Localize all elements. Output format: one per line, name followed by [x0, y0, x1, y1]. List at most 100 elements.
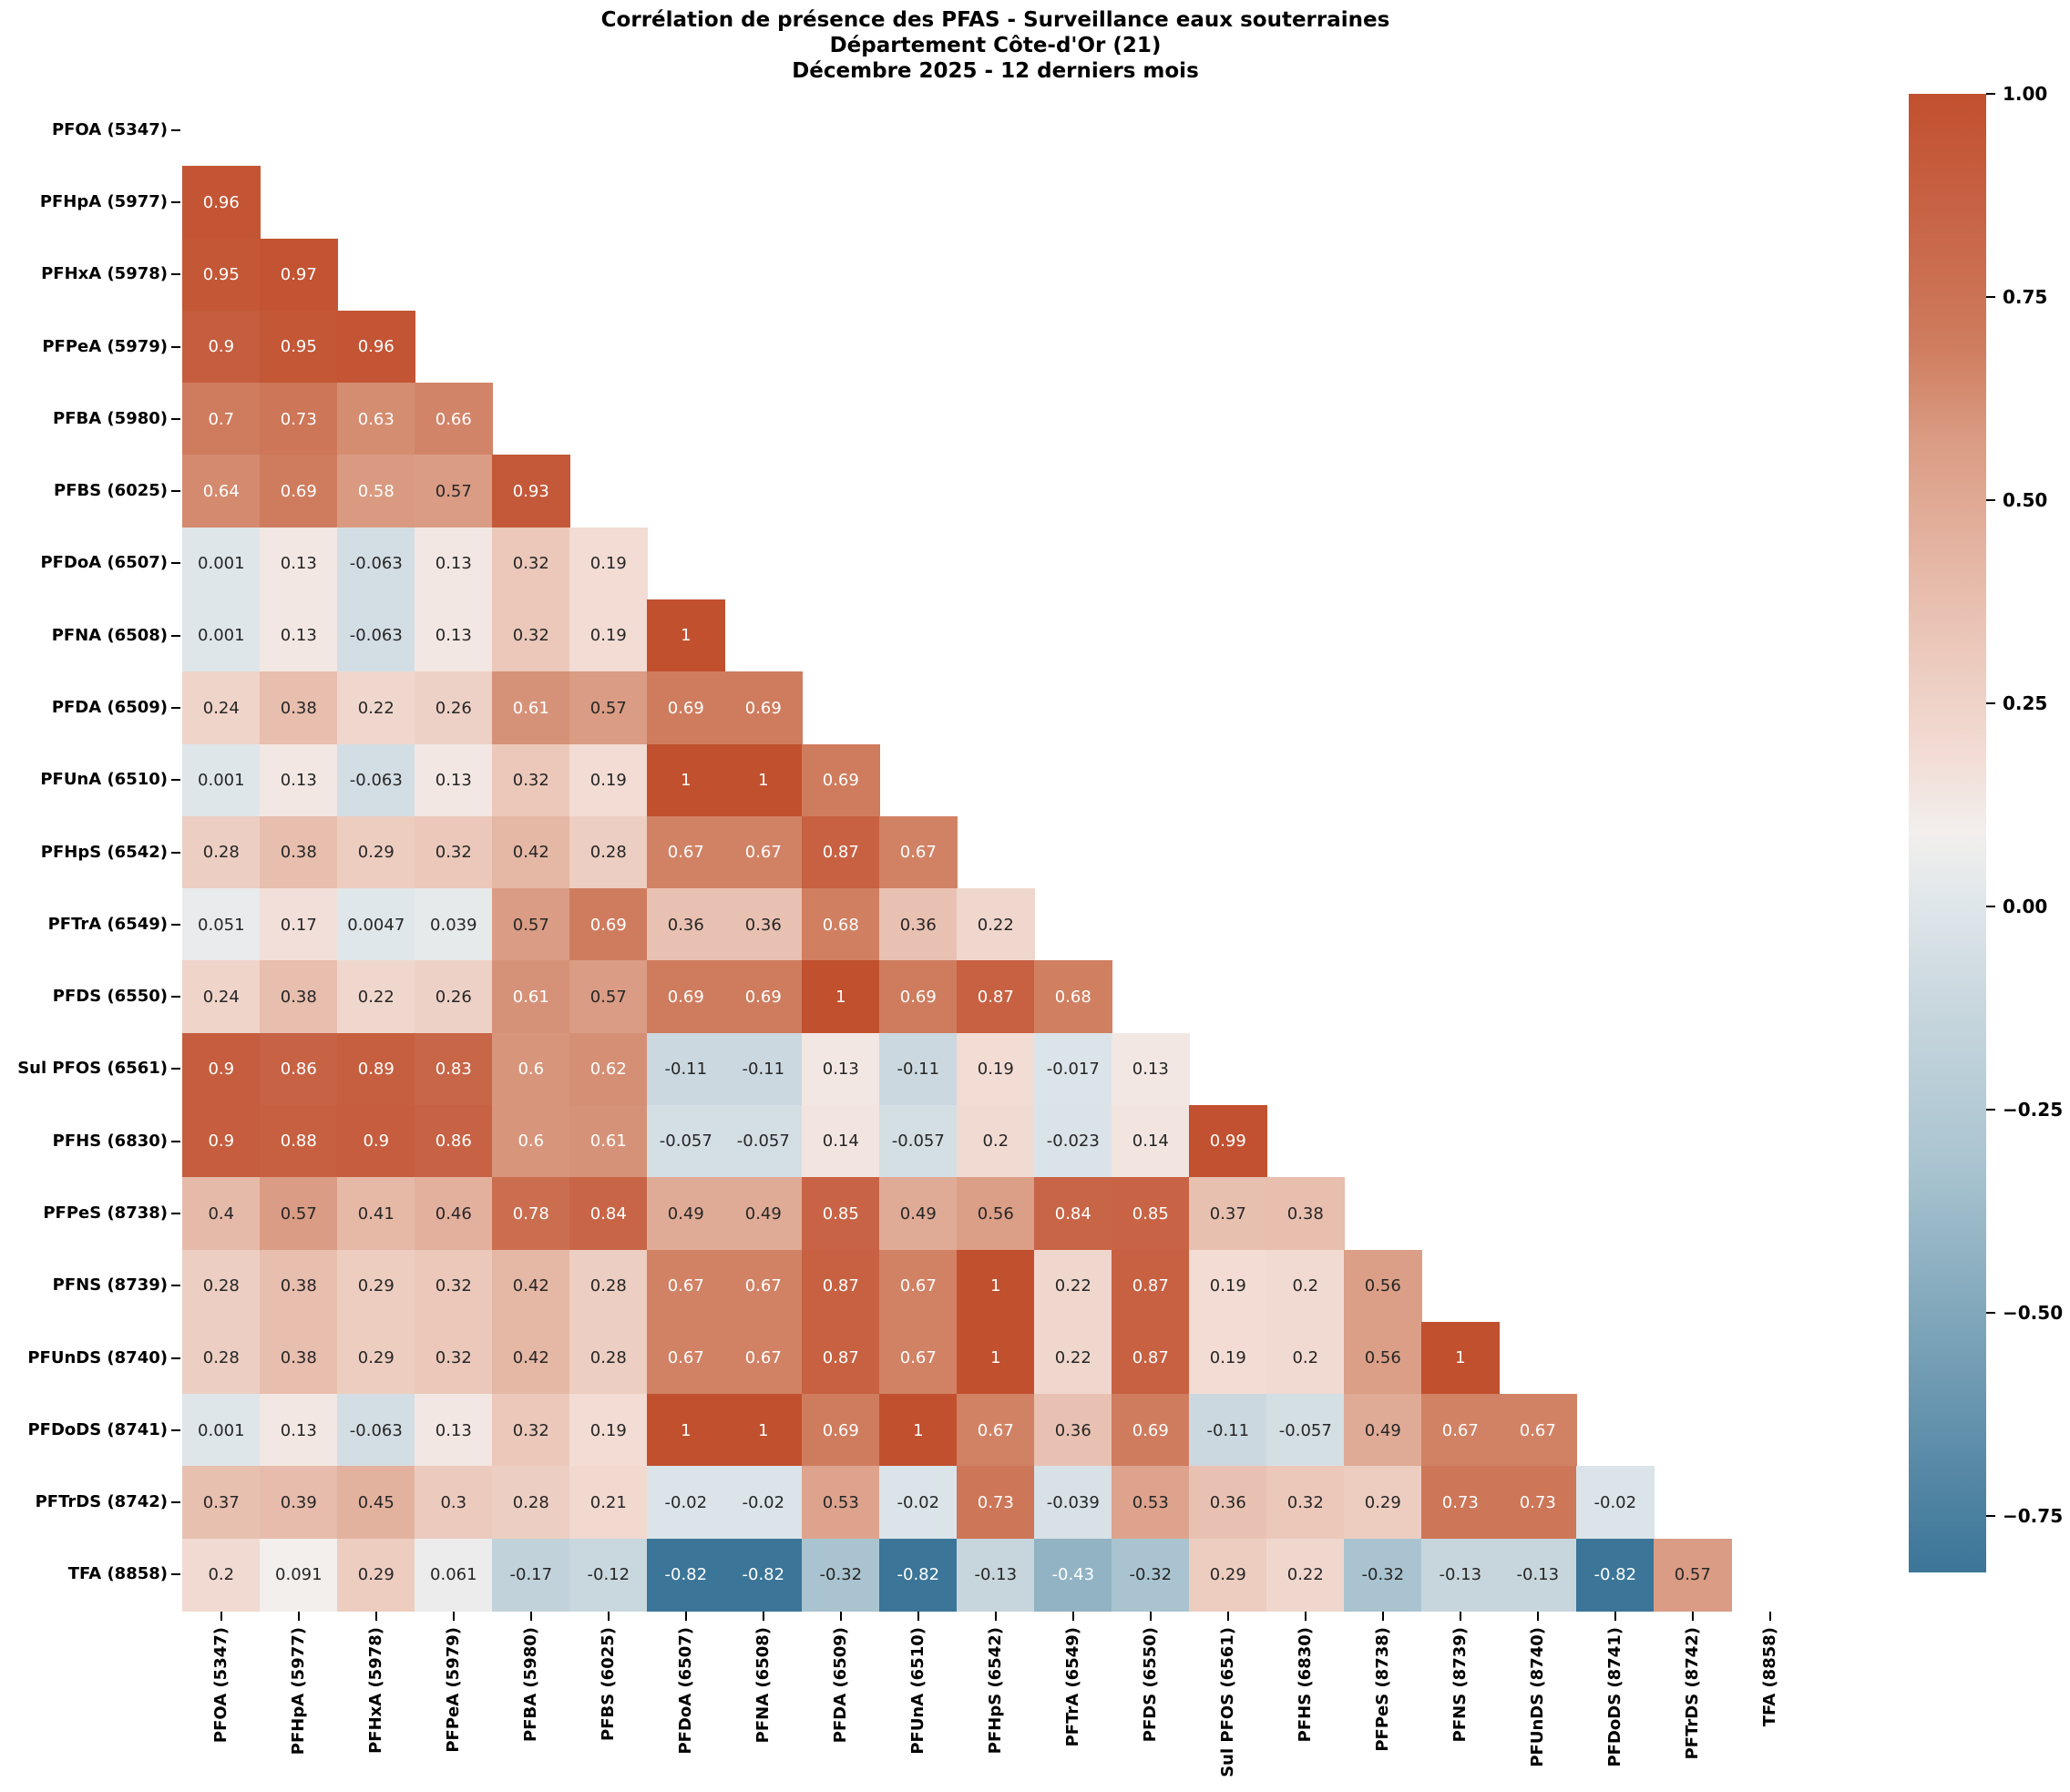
heatmap-cell-PFTrDS-PFPeS: 0.29 — [1344, 1466, 1422, 1540]
heatmap-cell-PFDoDS-PFHpA: 0.13 — [260, 1394, 338, 1468]
heatmap-cell-PFNA-PFPeA: 0.13 — [415, 599, 493, 672]
heatmap-cell-PFDoA-PFPeA: 0.13 — [415, 527, 493, 600]
x-tick-mark — [529, 1612, 532, 1621]
x-tick-mark — [1536, 1612, 1539, 1621]
y-tick-label-PFHxA: PFHxA (5978) — [41, 264, 168, 284]
colorbar-tick-label: 0.25 — [2003, 691, 2048, 714]
heatmap-cell-Sul-PFDoA: -0.11 — [647, 1032, 725, 1106]
heatmap-cell-PFPeA-PFOA: 0.9 — [182, 310, 261, 384]
y-tick-mark — [171, 273, 180, 276]
heatmap-cell-PFPeS-PFHpA: 0.57 — [260, 1177, 338, 1251]
x-tick-mark — [1691, 1612, 1694, 1621]
heatmap-cell-PFTrDS-PFHpA: 0.39 — [260, 1466, 338, 1540]
heatmap-cell-TFA-PFBA: -0.17 — [492, 1538, 570, 1612]
heatmap-cell-PFDoDS-PFUnA: 1 — [879, 1394, 958, 1468]
heatmap-cell-PFTrA-PFHpS: 0.22 — [957, 888, 1035, 962]
x-tick-label-PFTrDS: PFTrDS (8742) — [1682, 1627, 1702, 1760]
heatmap-cell-PFDoDS-PFHpS: 0.67 — [957, 1394, 1035, 1468]
heatmap-cell-PFNS-PFUnA: 0.67 — [879, 1249, 958, 1323]
heatmap-cell-PFHpS-PFHpA: 0.38 — [260, 815, 338, 889]
heatmap-cell-PFTrA-PFHxA: 0.0047 — [337, 888, 415, 962]
heatmap-cell-PFHpA-PFOA: 0.96 — [182, 166, 261, 240]
heatmap-cell-PFPeS-PFDA: 0.85 — [802, 1177, 880, 1251]
heatmap-cell-PFHS-PFNA: -0.057 — [724, 1105, 803, 1178]
x-tick-mark — [684, 1612, 687, 1621]
heatmap-cell-PFHpS-PFBA: 0.42 — [492, 815, 570, 889]
heatmap-cell-PFTrA-PFDA: 0.68 — [802, 888, 880, 962]
heatmap-cell-PFTrDS-PFPeA: 0.3 — [415, 1466, 493, 1540]
heatmap-cell-PFBA-PFHxA: 0.63 — [337, 383, 415, 456]
x-tick-label-PFHpA: PFHpA (5977) — [288, 1627, 308, 1756]
x-tick-label-TFA: TFA (8858) — [1759, 1627, 1779, 1727]
heatmap-cell-PFPeS-PFHS: 0.38 — [1266, 1177, 1345, 1251]
colorbar-tick-label: 1.00 — [2003, 83, 2048, 105]
y-tick-mark — [171, 1357, 180, 1359]
x-tick-mark — [220, 1612, 222, 1621]
heatmap-cell-PFDS-PFDA: 1 — [802, 960, 880, 1034]
heatmap-cell-PFNS-PFBA: 0.42 — [492, 1249, 570, 1323]
y-tick-label-PFNS: PFNS (8739) — [52, 1275, 168, 1295]
x-tick-mark — [1226, 1612, 1229, 1621]
colorbar-tick-mark — [1986, 1108, 1995, 1111]
heatmap-cell-PFNS-PFNA: 0.67 — [724, 1249, 803, 1323]
heatmap-cell-PFTrA-PFBS: 0.69 — [569, 888, 648, 962]
x-tick-label-PFDoA: PFDoA (6507) — [675, 1627, 695, 1755]
heatmap-cell-TFA-PFHpA: 0.091 — [260, 1538, 338, 1612]
heatmap-cell-PFHxA-PFOA: 0.95 — [182, 238, 261, 312]
title-line-2: Département Côte-d'Or (21) — [829, 34, 1162, 57]
y-tick-mark — [171, 779, 180, 782]
heatmap-cell-PFDoDS-PFDA: 0.69 — [802, 1394, 880, 1468]
heatmap-cell-PFNS-PFPeS: 0.56 — [1344, 1249, 1422, 1323]
heatmap-cell-PFTrA-PFPeA: 0.039 — [415, 888, 493, 962]
heatmap-cell-TFA-PFUnDS: -0.13 — [1499, 1538, 1577, 1612]
x-tick-mark — [762, 1612, 764, 1621]
heatmap-cell-PFTrA-PFDoA: 0.36 — [647, 888, 725, 962]
heatmap-cell-PFUnDS-PFDoA: 0.67 — [647, 1321, 725, 1395]
heatmap-cell-PFDoA-PFBS: 0.19 — [569, 527, 648, 600]
heatmap-cell-PFNA-PFOA: 0.001 — [182, 599, 261, 672]
heatmap-cell-PFHpS-PFHxA: 0.29 — [337, 815, 415, 889]
y-tick-label-PFHpS: PFHpS (6542) — [40, 842, 168, 862]
heatmap-cell-PFBS-PFOA: 0.64 — [182, 455, 261, 528]
x-tick-label-PFPeA: PFPeA (5979) — [443, 1627, 463, 1753]
heatmap-cell-PFHS-PFHxA: 0.9 — [337, 1105, 415, 1178]
heatmap-cell-PFNS-PFDoA: 0.67 — [647, 1249, 725, 1323]
x-tick-mark — [1149, 1612, 1152, 1621]
heatmap-cell-PFPeS-PFUnA: 0.49 — [879, 1177, 958, 1251]
x-tick-mark — [1768, 1612, 1771, 1621]
heatmap-cell-Sul-PFBA: 0.6 — [492, 1032, 570, 1106]
y-tick-label-PFNA: PFNA (6508) — [51, 625, 168, 645]
heatmap-cell-PFTrDS-PFTrA: -0.039 — [1034, 1466, 1112, 1540]
heatmap-cell-PFNS-PFTrA: 0.22 — [1034, 1249, 1112, 1323]
y-tick-mark — [171, 128, 180, 131]
heatmap-cell-PFNS-PFHpA: 0.38 — [260, 1249, 338, 1323]
colorbar-tick-label: 0.50 — [2003, 488, 2048, 511]
heatmap-cell-PFTrA-PFUnA: 0.36 — [879, 888, 958, 962]
heatmap-cell-PFDoDS-Sul: -0.11 — [1189, 1394, 1267, 1468]
heatmap-cell-PFUnDS-PFNS: 1 — [1421, 1321, 1500, 1395]
heatmap-cell-PFPeS-PFOA: 0.4 — [182, 1177, 261, 1251]
heatmap-cell-PFDS-PFPeA: 0.26 — [415, 960, 493, 1034]
heatmap-cell-PFHpS-PFOA: 0.28 — [182, 815, 261, 889]
heatmap-cell-PFDoA-PFBA: 0.32 — [492, 527, 570, 600]
heatmap-cell-PFUnDS-PFDA: 0.87 — [802, 1321, 880, 1395]
x-tick-mark — [374, 1612, 377, 1621]
x-tick-label-Sul: Sul PFOS (6561) — [1217, 1627, 1237, 1777]
heatmap-cell-PFHpS-PFPeA: 0.32 — [415, 815, 493, 889]
colorbar-tick-mark — [1986, 1311, 1995, 1314]
heatmap-cell-Sul-PFHxA: 0.89 — [337, 1032, 415, 1106]
heatmap-cell-PFDS-PFDoA: 0.69 — [647, 960, 725, 1034]
heatmap-cell-PFHS-PFDoA: -0.057 — [647, 1105, 725, 1178]
heatmap-cell-TFA-PFTrA: -0.43 — [1034, 1538, 1112, 1612]
heatmap-cell-PFPeS-PFBS: 0.84 — [569, 1177, 648, 1251]
heatmap-cell-PFDoDS-PFNA: 1 — [724, 1394, 803, 1468]
colorbar-tick-mark — [1986, 93, 1995, 95]
heatmap-cell-PFDS-PFNA: 0.69 — [724, 960, 803, 1034]
heatmap-cell-PFUnDS-Sul: 0.19 — [1189, 1321, 1267, 1395]
heatmap-cell-PFTrDS-PFDoDS: -0.02 — [1576, 1466, 1655, 1540]
heatmap-cell-PFPeS-PFBA: 0.78 — [492, 1177, 570, 1251]
heatmap-cell-PFUnDS-PFHS: 0.2 — [1266, 1321, 1345, 1395]
heatmap-cell-PFBS-PFPeA: 0.57 — [415, 455, 493, 528]
title-line-1: Corrélation de présence des PFAS - Surve… — [600, 8, 1390, 32]
